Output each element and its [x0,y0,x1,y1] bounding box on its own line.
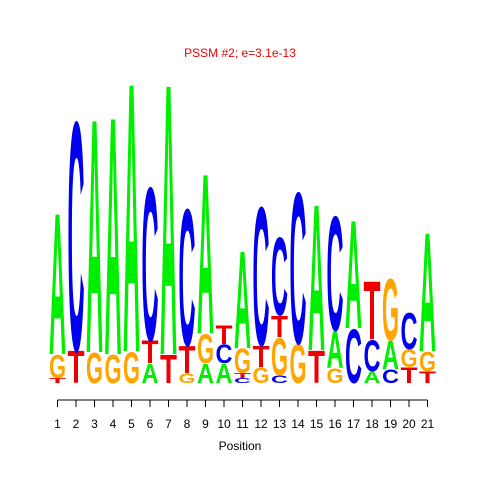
x-tick-label: 11 [236,417,249,431]
x-tick-label: 20 [402,417,416,431]
x-tick-label: 6 [147,417,154,431]
logo-letter-t: T [141,335,159,370]
x-tick-label: 7 [165,417,172,431]
x-axis-label: Position [219,439,262,453]
x-tick-label: 5 [128,417,135,431]
x-tick-label: 2 [73,417,80,431]
logo-letter-t: T [178,338,195,382]
logo-letter-a: A [123,2,140,433]
logo-letter-g: G [400,345,417,373]
logo-letter-a: A [215,359,232,389]
logo-letter-c: C [68,54,85,421]
logo-letter-a: A [197,359,214,389]
logo-letter-c: C [252,165,269,387]
logo-letter-a: A [49,170,66,398]
logo-letter-g: G [123,344,140,394]
logo-letter-t: T [308,343,325,394]
logo-letter-g: G [382,260,399,359]
logo-letter-c: C [271,215,288,340]
logo-letter-c: C [142,143,159,388]
x-tick-label: 15 [310,417,324,431]
x-tick-label: 19 [384,417,398,431]
logo-letter-g: G [197,327,214,373]
logo-letter-t: T [419,368,436,387]
x-tick-label: 1 [54,417,61,431]
x-tick-label: 8 [184,417,191,431]
x-tick-label: 16 [328,417,342,431]
logo-letter-g: G [234,343,251,381]
x-tick-label: 18 [365,417,379,431]
logo-letter-t: T [253,340,270,375]
logo-letter-c: C [345,315,362,400]
logo-letter-c: C [400,303,417,361]
logo-letter-t: T [216,320,233,350]
x-tick-label: 4 [110,417,117,431]
logo-letter-a: A [86,50,103,424]
logo-letter-a: A [308,160,325,395]
logo-letter-g: G [290,333,307,395]
logo-letter-g: G [271,327,288,387]
chart-title: PSSM #2; e=3.1e-13 [184,46,296,60]
logo-letter-a: A [104,46,121,427]
logo-letter-c: C [326,182,343,365]
logo-letter-g: G [179,370,196,386]
logo-letter-t: T [271,310,288,345]
x-tick-label: 14 [291,417,305,431]
logo-letter-t: T [49,377,67,385]
logo-letter-a: A [141,359,158,389]
logo-letter-a: A [382,334,399,379]
logo-letter-g: G [105,347,122,392]
logo-letter-t: T [67,343,84,394]
logo-letter-a: A [326,320,343,379]
logo-letter-g: G [86,345,103,393]
logo-letter-c: C [289,148,306,390]
logo-letter-a: A [345,190,362,362]
x-tick-label: 3 [91,417,98,431]
logo-letter-g: G [419,346,436,377]
logo-letter-c: C [215,340,232,370]
x-tick-label: 10 [217,417,231,431]
x-tick-label: 17 [347,417,361,431]
logo-letter-g: G [49,347,66,385]
logo-letter-t: T [401,364,419,389]
x-tick-label: 12 [254,417,268,431]
x-axis: 1 2 3 4 5 6 7 8 9 10 11 12 13 14 15 16 17 18 19 20 21 [54,399,435,431]
logo-letter-c: C [363,331,380,381]
logo-letter-a: A [234,222,251,378]
logo-letter-c: C [179,168,196,387]
logo-letter-c: C [382,365,399,388]
x-tick-label: 21 [421,417,435,431]
x-tick-label: 13 [273,417,287,431]
logo-letter-g: G [327,364,344,387]
logo-letter-a: A [160,4,177,437]
logo-letter-a: A [364,369,381,387]
logo-letter-t: T [363,264,380,358]
logo-letter-t: T [234,372,252,380]
logo-letter-a: A [419,197,436,388]
logo-letter-c: C [271,373,288,386]
x-tick-label: 9 [202,417,209,431]
logo-letter-c: C [234,377,252,385]
logo-letter-a: A [197,126,214,382]
logo-letter-g: G [253,363,270,388]
logo-letter-t: T [160,348,177,392]
